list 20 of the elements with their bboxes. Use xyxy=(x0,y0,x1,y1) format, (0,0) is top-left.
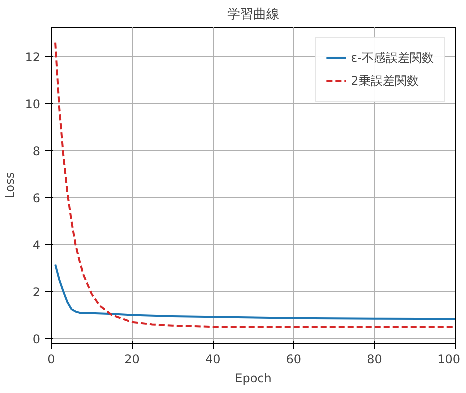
x-tick-label: 20 xyxy=(124,352,140,366)
x-tick-label: 80 xyxy=(367,352,382,366)
x-tick-label: 40 xyxy=(205,352,221,366)
line-series xyxy=(54,42,456,329)
x-tick-label: 60 xyxy=(286,352,302,366)
y-tick-label: 2 xyxy=(32,285,41,300)
chart-title: 学習曲線 xyxy=(228,8,280,22)
legend-label: ε-不感誤差関数 xyxy=(351,50,434,66)
x-tick-label: 100 xyxy=(438,352,460,366)
y-tick-label: 12 xyxy=(25,50,41,64)
y-axis-title: Loss xyxy=(3,172,18,199)
x-tick-label: 0 xyxy=(48,352,56,366)
y-tick-label: 6 xyxy=(32,191,41,206)
y-tick-label: 0 xyxy=(32,332,41,346)
legend-label: 2乗誤差関数 xyxy=(351,72,419,90)
x-axis-title: Epoch xyxy=(235,372,272,386)
line-series xyxy=(54,264,456,320)
y-tick-label: 10 xyxy=(25,97,41,112)
y-tick-label: 4 xyxy=(32,238,41,252)
y-tick-label: 8 xyxy=(32,144,41,158)
